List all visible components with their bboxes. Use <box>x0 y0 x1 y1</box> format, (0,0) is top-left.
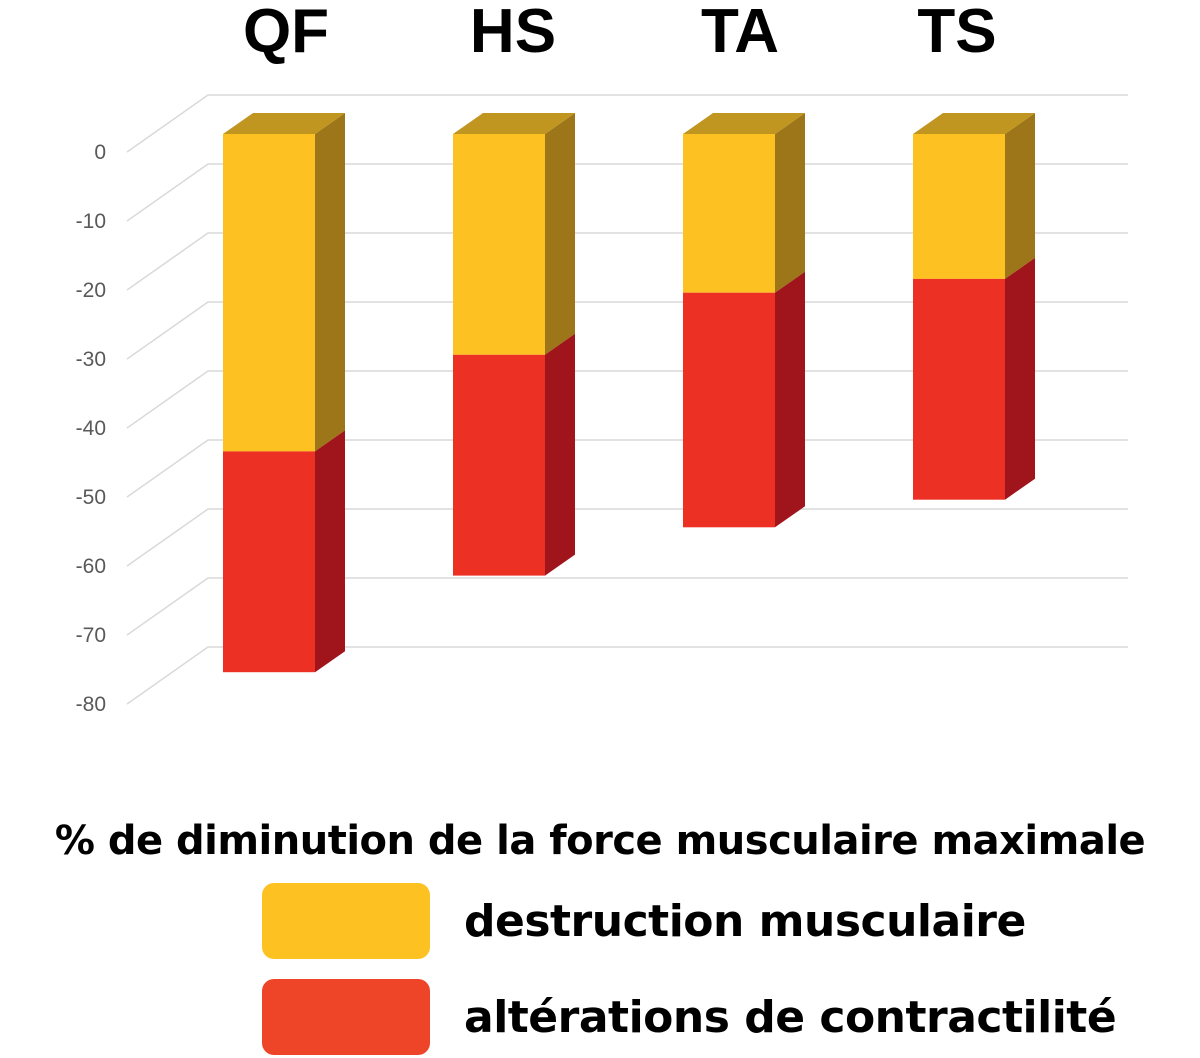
bar <box>223 134 315 452</box>
bar <box>683 134 775 293</box>
category-label: TS <box>917 0 996 66</box>
bar <box>913 134 1005 279</box>
bar-side <box>775 271 805 528</box>
y-tick-label: 0 <box>94 141 106 164</box>
bars <box>223 113 1035 673</box>
bar-side <box>775 113 805 293</box>
grid <box>126 94 1128 705</box>
chart-plot: 0 -10 -20 -30 -40 -50 -60 -70 -80 QF HS TA TS <box>76 0 1128 716</box>
bar-top <box>223 113 345 134</box>
gridline <box>126 646 1128 705</box>
gridline <box>126 301 1128 360</box>
bar-side <box>315 430 345 673</box>
chart-title: % de diminution de la force musculaire m… <box>54 818 1146 864</box>
bar-side <box>545 333 575 576</box>
bar <box>683 292 775 528</box>
bar-side <box>545 113 575 355</box>
gridline <box>126 232 1128 291</box>
gridline <box>126 508 1128 567</box>
legend-label-contractilite: altérations de contractilité <box>464 991 1117 1043</box>
bar <box>913 278 1005 500</box>
y-tick-label: -10 <box>76 210 106 233</box>
gridline <box>126 94 1128 153</box>
bar-top <box>683 113 805 134</box>
legend-label-destruction: destruction musculaire <box>464 895 1026 947</box>
y-tick-label: -50 <box>76 486 106 509</box>
bar <box>453 354 545 576</box>
y-axis-ticks: 0 -10 -20 -30 -40 -50 -60 -70 -80 <box>76 141 106 716</box>
bar-top <box>453 113 575 134</box>
y-tick-label: -60 <box>76 555 106 578</box>
gridline <box>126 370 1128 429</box>
y-tick-label: -30 <box>76 348 106 371</box>
category-label: TA <box>701 0 779 66</box>
y-tick-label: -70 <box>76 624 106 647</box>
gridline <box>126 163 1128 222</box>
gridline <box>126 577 1128 636</box>
bar-side <box>1005 113 1035 279</box>
bar <box>223 451 315 673</box>
category-label: HS <box>470 0 556 66</box>
gridline <box>126 439 1128 498</box>
legend-swatch-destruction <box>262 883 430 959</box>
category-labels: QF HS TA TS <box>243 0 997 66</box>
bar-side <box>315 113 345 452</box>
bar <box>453 134 545 355</box>
bar-side <box>1005 257 1035 500</box>
y-tick-label: -20 <box>76 279 106 302</box>
bar-top <box>913 113 1035 134</box>
y-tick-label: -40 <box>76 417 106 440</box>
legend-item-destruction: destruction musculaire <box>262 882 1026 960</box>
legend-item-contractilite: altérations de contractilité <box>262 978 1117 1056</box>
legend-swatch-contractilite <box>262 979 430 1055</box>
category-label: QF <box>243 0 329 66</box>
y-tick-label: -80 <box>76 693 106 716</box>
